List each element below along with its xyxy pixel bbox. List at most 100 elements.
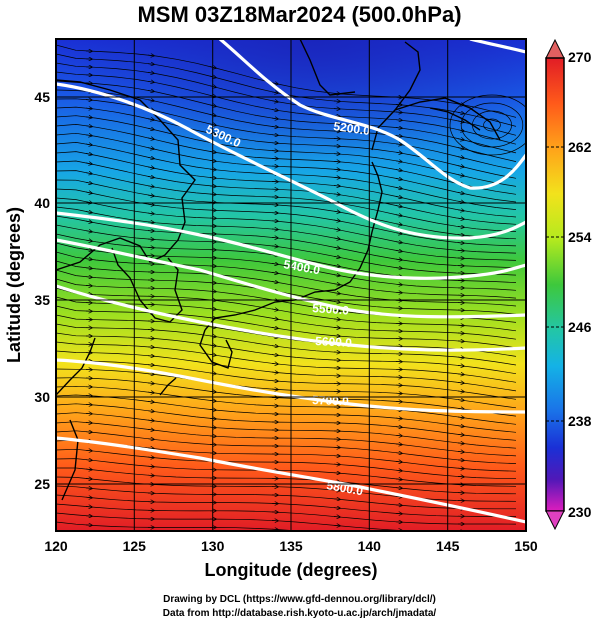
- streamline-arrow: [395, 144, 402, 145]
- streamline-arrow: [147, 186, 154, 187]
- streamline-arrow: [457, 235, 464, 236]
- streamline: [56, 476, 517, 502]
- x-tick-145: 145: [436, 538, 460, 554]
- streamline-arrow: [457, 243, 464, 244]
- streamline-arrow: [395, 233, 402, 234]
- streamline-arrow: [457, 121, 464, 122]
- streamline: [56, 512, 431, 531]
- streamline: [56, 332, 517, 375]
- streamline: [56, 359, 517, 400]
- streamline-arrow: [271, 246, 278, 247]
- streamline: [56, 377, 517, 417]
- streamline-arrow: [395, 259, 402, 260]
- streamline-arrow: [271, 92, 278, 93]
- streamline-arrow: [147, 457, 154, 458]
- streamline: [56, 430, 517, 464]
- streamline-arrow: [147, 411, 154, 412]
- streamline-arrow: [333, 473, 340, 474]
- streamline-arrow: [85, 250, 92, 251]
- colorbar-top-triangle: [545, 38, 565, 59]
- streamline: [56, 260, 517, 307]
- streamline-arrow: [85, 423, 92, 424]
- streamline-arrow: [395, 242, 402, 243]
- streamline-arrow: [147, 148, 154, 149]
- colorbar: 270 262 254 246 238 230: [545, 38, 592, 531]
- streamline: [56, 385, 517, 425]
- streamline-arrow: [457, 443, 464, 444]
- streamline-arrow: [271, 237, 278, 238]
- colorbar-tick-262: 262: [568, 139, 592, 155]
- streamline-arrow: [147, 356, 154, 357]
- x-tick-130: 130: [201, 538, 225, 554]
- streamline-arrow: [333, 490, 340, 491]
- plot-frame: [55, 38, 527, 532]
- streamline-arrow: [333, 220, 340, 221]
- streamline-arrow: [457, 357, 464, 358]
- streamline-arrow: [147, 231, 154, 232]
- credit-data: Data from http://database.rish.kyoto-u.a…: [162, 608, 437, 619]
- streamline: [56, 394, 517, 433]
- colorbar-tick-246: 246: [568, 319, 592, 335]
- streamline-arrow: [333, 177, 340, 178]
- streamline: [56, 98, 517, 171]
- streamline-arrow: [395, 206, 402, 207]
- x-tick-150: 150: [514, 538, 538, 554]
- streamline-arrow: [85, 100, 92, 101]
- streamline-arrow: [457, 112, 464, 113]
- streamline-arrow: [147, 475, 154, 476]
- streamline-arrow: [85, 117, 92, 118]
- streamline-arrow: [85, 479, 92, 480]
- streamline-arrow: [147, 392, 154, 393]
- streamline-arrow: [85, 450, 92, 451]
- streamline-arrow: [395, 161, 402, 162]
- streamline-arrow: [395, 187, 402, 188]
- x-tick-135: 135: [279, 538, 303, 554]
- streamline: [56, 350, 517, 392]
- streamline-arrow: [85, 497, 92, 498]
- streamline: [56, 124, 517, 195]
- streamline: [56, 421, 517, 457]
- streamline-arrow: [333, 464, 340, 465]
- streamline-arrow: [333, 302, 340, 303]
- credit-drawing: Drawing by DCL (https://www.gfd-dennou.o…: [163, 594, 436, 605]
- y-axis-label: Latitude (degrees): [4, 207, 24, 363]
- colorbar-tick-270: 270: [568, 49, 592, 65]
- y-tick-35: 35: [34, 292, 50, 308]
- streamline-arrow: [395, 461, 402, 462]
- lat-lon-grid: [56, 39, 526, 531]
- streamline-arrow: [457, 391, 464, 392]
- streamline-arrow: [85, 277, 92, 278]
- streamline: [56, 494, 516, 517]
- streamline-arrow: [147, 466, 154, 467]
- streamline-arrow: [271, 327, 278, 328]
- streamline-arrow: [333, 517, 340, 518]
- streamline-arrow: [271, 282, 278, 283]
- streamline: [56, 314, 517, 357]
- streamline-arrow: [395, 224, 402, 225]
- streamline-arrow: [271, 118, 278, 119]
- streamline-arrow: [395, 250, 402, 251]
- streamline-arrow: [271, 372, 278, 373]
- streamline-arrow: [395, 427, 402, 428]
- streamline-arrow: [457, 468, 464, 469]
- streamline-arrow: [271, 229, 278, 230]
- streamline-arrow: [147, 64, 154, 65]
- y-tick-25: 25: [34, 476, 50, 492]
- colorbar-bottom-triangle: [545, 510, 565, 531]
- streamline-arrow: [147, 374, 154, 375]
- streamline-arrow: [147, 347, 154, 348]
- streamline-arrow: [85, 221, 92, 222]
- streamline: [56, 197, 517, 254]
- streamline-arrow: [395, 453, 402, 454]
- streamline-arrow: [457, 166, 464, 168]
- colorbar-tick-254: 254: [568, 229, 592, 245]
- streamline-arrow: [395, 444, 402, 445]
- y-tick-30: 30: [34, 389, 50, 405]
- streamline-arrow: [457, 400, 464, 401]
- streamline-arrow: [395, 112, 402, 113]
- streamline-arrow: [333, 336, 340, 337]
- streamline-arrow: [457, 417, 464, 418]
- streamline-arrow: [395, 488, 402, 489]
- streamline-arrow: [395, 435, 402, 436]
